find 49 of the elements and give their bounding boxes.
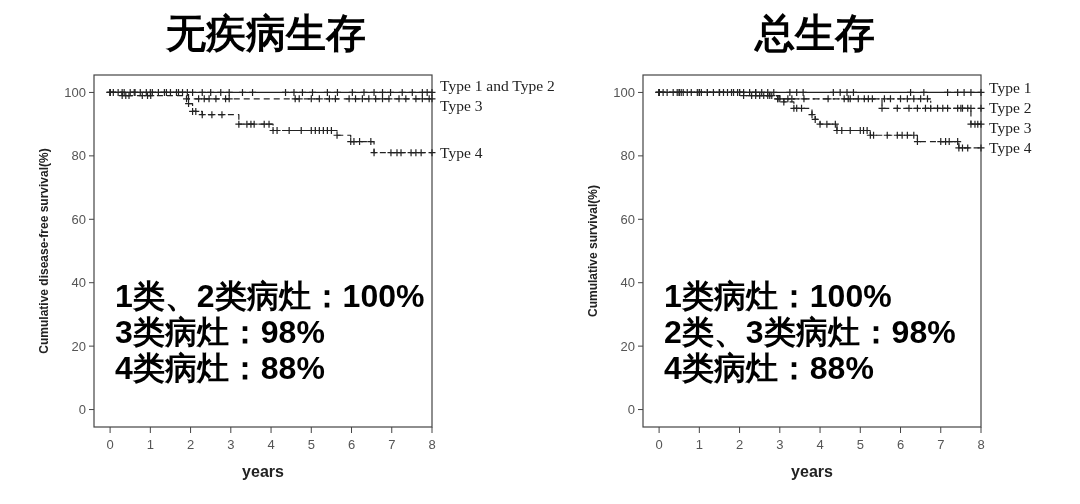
- x-tick-label: 1: [695, 437, 703, 452]
- annotation: 1类、2类病灶：100%: [115, 278, 425, 314]
- y-tick-label: 100: [64, 84, 86, 100]
- x-tick-label: 4: [267, 437, 275, 452]
- y-axis-title: Cumulative survival(%): [586, 184, 600, 318]
- y-tick-label: 80: [620, 148, 635, 164]
- x-axis-title: years: [242, 463, 285, 480]
- x-axis-title: years: [791, 463, 834, 480]
- annotation: 3类病灶：98%: [115, 314, 325, 350]
- annotation: 1类病灶：100%: [664, 278, 892, 314]
- x-tick-label: 6: [896, 437, 905, 452]
- y-tick-label: 0: [78, 402, 86, 418]
- y-tick-label: 60: [71, 211, 86, 227]
- y-tick-label: 20: [620, 338, 635, 354]
- x-tick-label: 4: [816, 437, 824, 452]
- series-label: Type 4: [989, 139, 1032, 157]
- x-tick-label: 8: [977, 437, 985, 452]
- annotation: 4类病灶：88%: [664, 350, 874, 386]
- y-tick-label: 20: [71, 338, 86, 354]
- x-tick-label: 1: [146, 437, 154, 452]
- x-tick-label: 3: [227, 437, 235, 452]
- x-tick-label: 6: [347, 437, 356, 452]
- title: 总生存: [755, 11, 875, 55]
- x-tick-label: 3: [776, 437, 784, 452]
- series-label: Type 1: [989, 79, 1032, 97]
- series-label: Type 3: [440, 96, 483, 114]
- y-tick-label: 60: [620, 211, 635, 227]
- series-label: Type 1 and Type 2: [440, 76, 555, 94]
- x-tick-label: 7: [388, 437, 396, 452]
- y-tick-label: 40: [71, 275, 86, 291]
- x-tick-label: 0: [106, 437, 114, 452]
- annotation: 4类病灶：88%: [115, 350, 325, 386]
- y-tick-label: 80: [71, 148, 86, 164]
- x-tick-label: 5: [307, 437, 315, 452]
- series-label: Type 2: [989, 99, 1032, 117]
- series-label: Type 3: [989, 119, 1032, 137]
- x-tick-label: 7: [937, 437, 945, 452]
- title: 无疾病生存: [166, 11, 366, 55]
- x-tick-label: 5: [856, 437, 864, 452]
- x-tick-label: 2: [186, 437, 195, 452]
- x-tick-label: 2: [735, 437, 744, 452]
- y-tick-label: 0: [627, 402, 635, 418]
- y-tick-label: 100: [613, 84, 635, 100]
- y-axis-title: Cumulative disease-free survival(%): [37, 148, 51, 354]
- series-label: Type 4: [440, 143, 483, 161]
- annotation: 2类、3类病灶：98%: [664, 314, 956, 350]
- x-tick-label: 8: [428, 437, 436, 452]
- x-tick-label: 0: [655, 437, 663, 452]
- y-tick-label: 40: [620, 275, 635, 291]
